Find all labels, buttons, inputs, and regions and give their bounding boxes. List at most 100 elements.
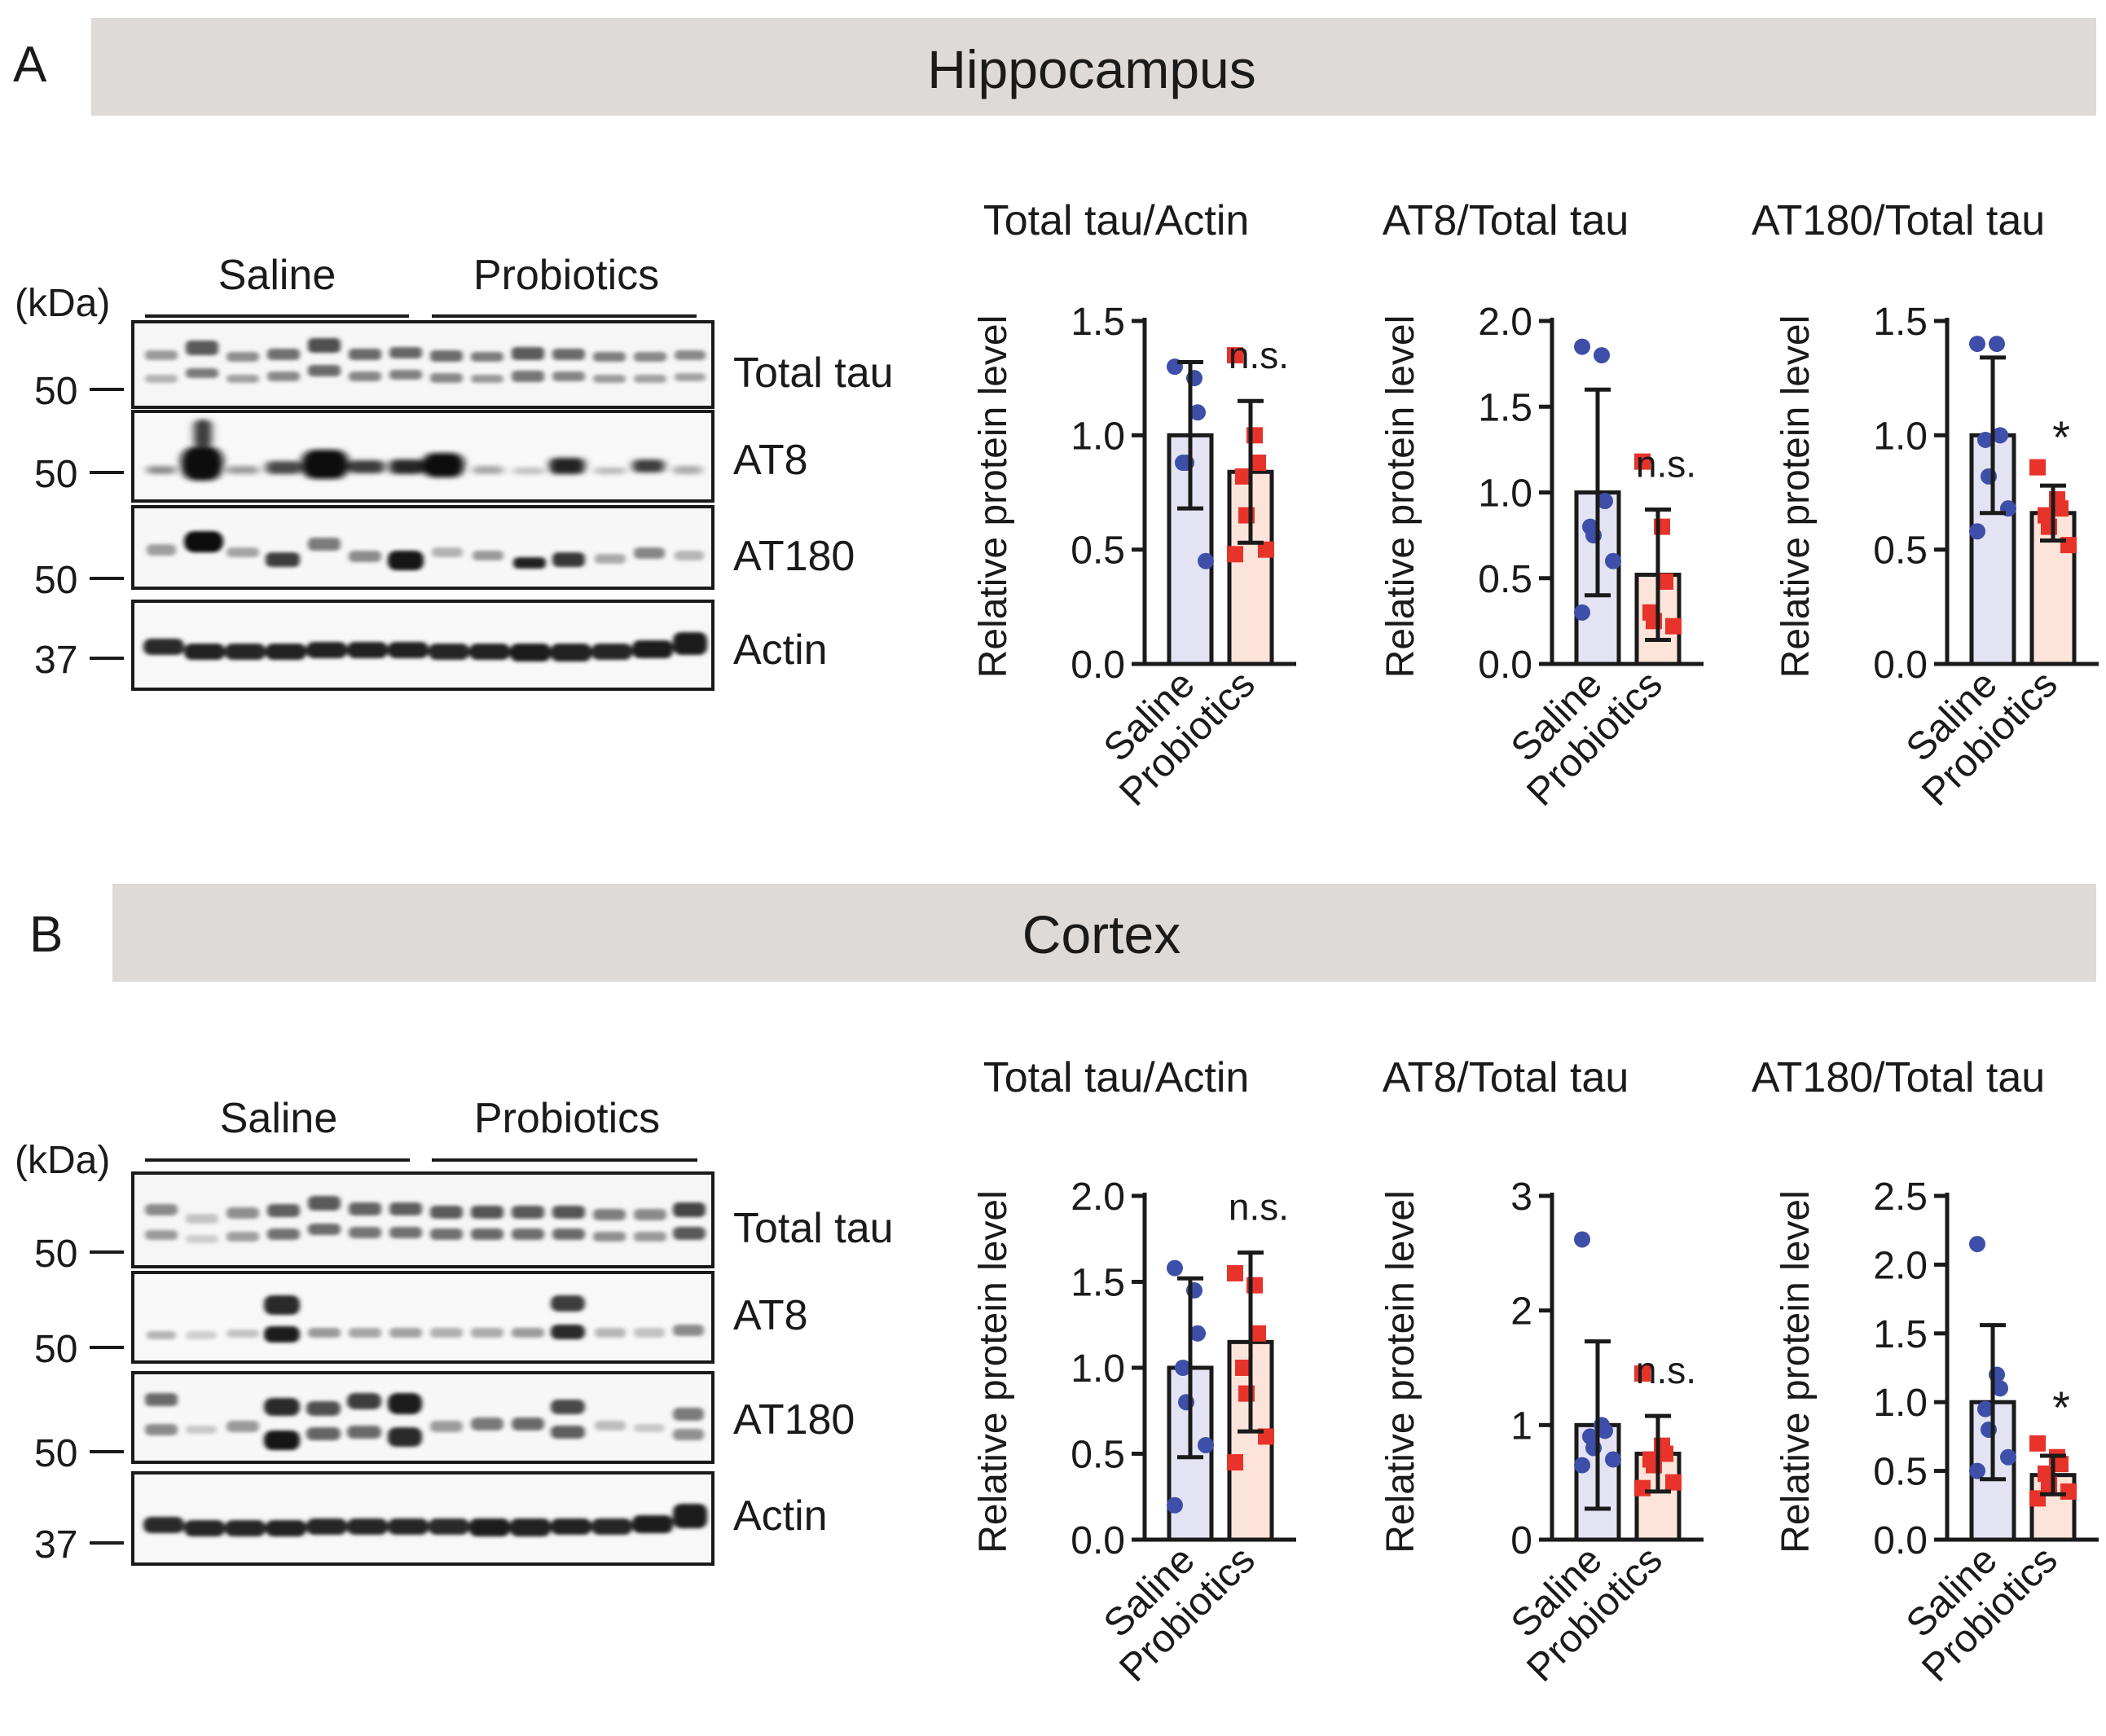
chart-title: Total tau/Actin xyxy=(983,1054,1250,1101)
data-point-probiotics xyxy=(1634,1365,1651,1382)
data-point-probiotics xyxy=(1227,347,1243,364)
y-tick-label: 1.0 xyxy=(1478,472,1532,516)
chart-title: Total tau/Actin xyxy=(983,197,1250,244)
chart-title: AT180/Total tau xyxy=(1752,197,2045,244)
significance-label: * xyxy=(2052,411,2070,463)
kda-marker-at180: 50 xyxy=(34,559,77,602)
data-point-saline xyxy=(1574,1231,1590,1248)
chart-title: AT8/Total tau xyxy=(1383,197,1629,244)
kda-marker-total-tau: 50 xyxy=(34,1233,77,1276)
y-tick-label: 2.0 xyxy=(1478,301,1532,344)
kda-marker-at180: 50 xyxy=(34,1432,77,1475)
data-point-probiotics xyxy=(2052,500,2069,517)
y-tick-label: 1.5 xyxy=(1071,1262,1125,1305)
band-set-total-tau xyxy=(145,338,706,383)
kda-marker-at8: 50 xyxy=(34,453,77,496)
y-tick-label: 1.5 xyxy=(1071,301,1125,344)
data-point-saline xyxy=(1989,336,2005,353)
data-point-saline xyxy=(1992,427,2008,444)
panel-letter-a: A xyxy=(13,37,47,93)
y-tick-label: 0.5 xyxy=(1873,530,1928,573)
data-point-saline xyxy=(1198,1436,1214,1453)
data-point-saline xyxy=(1597,1422,1613,1439)
data-point-probiotics xyxy=(1665,617,1682,635)
kda-label: (kDa) xyxy=(15,1139,110,1182)
blot-label-total-tau: Total tau xyxy=(733,1205,894,1252)
data-point-probiotics xyxy=(1250,1325,1266,1342)
y-tick-label: 2.0 xyxy=(1873,1244,1928,1287)
group-label-probiotics: Probiotics xyxy=(473,252,659,299)
region-title-b: Cortex xyxy=(1022,904,1181,965)
bar-chart-3: AT180/Total tau Relative protein level 0.0… xyxy=(1752,197,2099,815)
band-set-actin xyxy=(143,1504,707,1536)
significance-label: n.s. xyxy=(1229,1186,1289,1228)
data-point-probiotics xyxy=(1634,1479,1651,1496)
band-set-at8 xyxy=(147,420,702,481)
kda-marker-actin: 37 xyxy=(34,1523,77,1567)
data-point-saline xyxy=(1167,1496,1183,1514)
data-point-probiotics xyxy=(1250,455,1266,472)
y-tick-label: 1.0 xyxy=(1071,1347,1125,1391)
data-point-saline xyxy=(1574,604,1590,621)
blot-label-at180: AT180 xyxy=(733,533,855,580)
blot-box-at8 xyxy=(131,1271,714,1364)
blot-box-at180 xyxy=(131,1371,714,1464)
band-set-at180 xyxy=(145,1393,704,1450)
group-label-probiotics: Probiotics xyxy=(474,1095,660,1142)
blot-box-at8 xyxy=(131,410,714,503)
data-point-probiotics xyxy=(2029,459,2046,476)
group-label-saline: Saline xyxy=(220,1095,338,1142)
y-axis-label: Relative protein level xyxy=(1774,1190,1818,1554)
chart-title: AT8/Total tau xyxy=(1383,1054,1629,1101)
y-tick-label: 1.5 xyxy=(1873,301,1928,344)
data-point-probiotics xyxy=(1235,468,1251,485)
data-point-saline xyxy=(1977,431,1994,448)
data-point-probiotics xyxy=(1665,1474,1682,1491)
y-axis-label: Relative protein level xyxy=(1379,315,1422,679)
bar-chart-2: AT8/Total tau Relative protein level 0.0 0.… xyxy=(1379,197,1704,815)
significance-label: n.s. xyxy=(1636,443,1696,486)
data-point-probiotics xyxy=(1657,573,1673,590)
data-point-saline xyxy=(1189,404,1206,421)
group-label-saline: Saline xyxy=(218,252,336,299)
y-tick-label: 0.0 xyxy=(1071,1519,1125,1562)
data-point-saline xyxy=(1977,1400,1994,1417)
y-tick-label: 1.0 xyxy=(1071,415,1125,458)
blot-box-total-tau xyxy=(131,1171,714,1268)
y-tick-label: 0.5 xyxy=(1071,1434,1125,1477)
data-point-saline xyxy=(1605,1451,1621,1468)
blot-box-at180 xyxy=(131,505,714,590)
data-point-saline xyxy=(1594,347,1610,364)
y-tick-label: 1.5 xyxy=(1873,1313,1928,1356)
header-band-b xyxy=(112,884,2096,982)
data-point-saline xyxy=(1969,1236,1985,1253)
bar-chart-6: AT180/Total tau Relative protein level 0.0… xyxy=(1752,1054,2099,1690)
bar-chart-4: Total tau/Actin Relative protein level 0.0… xyxy=(972,1054,1296,1690)
y-axis-label: Relative protein level xyxy=(972,1190,1015,1554)
data-point-probiotics xyxy=(1227,1264,1243,1281)
y-tick-label: 1.5 xyxy=(1478,386,1532,429)
significance-label: n.s. xyxy=(1229,334,1289,376)
western-blot-a: Saline Probiotics (kDa) xyxy=(15,252,894,691)
band-set-at8 xyxy=(147,1295,704,1343)
significance-label: * xyxy=(2052,1382,2070,1433)
band-set-total-tau xyxy=(145,1196,706,1243)
blot-label-at8: AT8 xyxy=(733,1292,808,1339)
y-tick-label: 0 xyxy=(1510,1519,1532,1562)
y-tick-label: 2.0 xyxy=(1071,1176,1125,1219)
y-tick-label: 0.5 xyxy=(1478,558,1532,601)
kda-marker-actin: 37 xyxy=(34,639,77,682)
data-point-probiotics xyxy=(1227,546,1243,563)
blot-label-at8: AT8 xyxy=(733,437,808,484)
blot-label-at180: AT180 xyxy=(733,1396,855,1444)
y-tick-label: 0.5 xyxy=(1071,530,1125,573)
data-point-probiotics xyxy=(2060,1483,2077,1500)
blot-label-actin: Actin xyxy=(733,626,828,674)
data-point-saline xyxy=(1574,1457,1590,1474)
header-band-a xyxy=(91,18,2096,116)
panel-a: A Hippocampus Saline Probiotics (kDa) xyxy=(13,18,2096,691)
y-axis-label: Relative protein level xyxy=(1774,315,1818,679)
kda-marker-at8: 50 xyxy=(34,1328,77,1371)
data-point-saline xyxy=(1167,1259,1183,1277)
